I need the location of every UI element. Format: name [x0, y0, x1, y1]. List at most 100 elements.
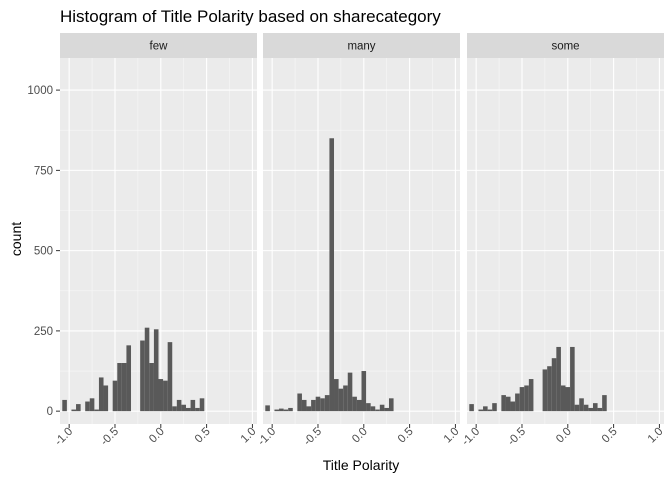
facet-strip-label: some — [551, 41, 579, 53]
x-tick-label: 0.5 — [193, 426, 213, 446]
facet-strip — [60, 33, 257, 58]
panel-few: few — [60, 33, 257, 424]
histogram-bar-many — [384, 407, 389, 412]
histogram-bar-some — [487, 409, 493, 412]
histogram-bar-few — [158, 379, 164, 412]
histogram-bar-few — [98, 377, 104, 412]
histogram-bar-many — [366, 403, 371, 412]
histogram-bar-few — [71, 409, 77, 412]
histogram-bar-few — [103, 385, 109, 412]
histogram-bar-many — [347, 372, 353, 412]
x-tick-label: 1.0 — [442, 426, 462, 446]
histogram-bar-few — [62, 399, 67, 412]
facet-panels: few many some — [60, 33, 664, 424]
histogram-bar-some — [542, 369, 548, 412]
x-tick-label: 0.5 — [396, 426, 416, 446]
histogram-bar-few — [185, 407, 191, 412]
histogram-bar-few — [94, 409, 99, 412]
x-tick-label: 0.5 — [600, 426, 620, 446]
histogram-bar-some — [492, 403, 497, 412]
histogram-bar-some — [602, 395, 607, 412]
histogram-bar-few — [140, 340, 145, 412]
x-axis-title: Title Polarity — [323, 457, 400, 473]
y-tick-label: 500 — [34, 246, 53, 258]
histogram-bar-many — [279, 408, 284, 412]
histogram-bar-many — [352, 396, 357, 412]
x-tick-label: -0.5 — [506, 426, 529, 449]
panel-background — [263, 58, 460, 424]
histogram-bar-few — [181, 404, 186, 412]
histogram-bar-some — [556, 346, 561, 412]
histogram-bar-some — [524, 385, 529, 412]
histogram-bar-some — [583, 404, 589, 412]
panel-many: many — [263, 33, 460, 424]
histogram-bar-many — [388, 398, 394, 412]
histogram-bar-some — [478, 409, 484, 412]
y-tick-label: 250 — [34, 326, 53, 338]
histogram-bar-many — [297, 393, 302, 412]
histogram-bar-some — [510, 401, 516, 412]
histogram-bar-many — [283, 409, 289, 412]
y-axis-title: count — [8, 222, 24, 256]
histogram-bar-few — [176, 399, 182, 412]
panel-background — [467, 58, 664, 424]
facet-strip-label: few — [150, 41, 169, 53]
histogram-bar-some — [519, 387, 525, 412]
histogram-bar-some — [565, 387, 571, 412]
y-tick-label: 1000 — [27, 85, 53, 97]
histogram-bar-many — [343, 385, 348, 412]
facet-strip-label: many — [347, 41, 375, 53]
histogram-bar-some — [505, 396, 511, 412]
histogram-bar-few — [117, 363, 122, 412]
histogram-bar-some — [570, 346, 575, 412]
histogram-bar-many — [320, 398, 325, 412]
histogram-bar-few — [76, 404, 81, 412]
histogram-bar-many — [306, 406, 312, 412]
x-tick-label: -0.5 — [302, 426, 325, 449]
histogram-bar-few — [167, 342, 173, 412]
histogram-bar-many — [301, 399, 307, 412]
histogram-bar-some — [483, 406, 488, 412]
histogram-bar-many — [379, 404, 385, 412]
histogram-bar-few — [112, 380, 118, 412]
y-axis: 0 250 500 750 1000 — [27, 85, 60, 418]
histogram-bar-few — [144, 327, 150, 412]
histogram-bar-some — [528, 379, 534, 412]
histogram-bar-many — [315, 396, 321, 412]
x-tick-label: 1.0 — [239, 426, 259, 446]
x-tick-label: 0.0 — [554, 426, 574, 446]
histogram-bar-many — [329, 138, 335, 412]
histogram-bar-some — [515, 393, 520, 412]
chart-title: Histogram of Title Polarity based on sha… — [60, 7, 441, 26]
facet-strip — [467, 33, 664, 58]
histogram-bar-some — [501, 395, 506, 412]
histogram-bar-few — [172, 406, 177, 412]
histogram-bar-few — [190, 399, 196, 412]
histogram-bar-few — [163, 380, 168, 412]
x-tick-label: 0.0 — [350, 426, 370, 446]
histogram-bar-many — [361, 371, 367, 412]
x-tick-label: 1.0 — [646, 426, 666, 446]
panel-some: some — [467, 33, 664, 424]
histogram-bar-some — [547, 366, 552, 412]
histogram-bar-some — [597, 407, 603, 412]
x-tick-label: -1.0 — [53, 426, 76, 449]
histogram-bar-many — [324, 395, 330, 412]
histogram-bar-many — [311, 399, 316, 412]
histogram-bar-many — [338, 388, 344, 412]
histogram-bar-some — [551, 358, 557, 412]
histogram-bar-few — [199, 398, 205, 412]
histogram-bar-many — [288, 407, 293, 412]
histogram-bar-few — [121, 363, 127, 412]
x-axes: -1.0 -0.5 0.0 0.5 1.0-1.0 -0.5 0.0 0.5 1.0-1.0 -0… — [53, 424, 666, 448]
histogram-bar-some — [579, 398, 584, 412]
y-tick-label: 750 — [34, 165, 53, 177]
histogram-bar-few — [195, 407, 200, 412]
histogram-bar-some — [588, 407, 593, 412]
histogram-bar-many — [356, 399, 362, 412]
facet-strip — [263, 33, 460, 58]
histogram-bar-many — [375, 409, 380, 412]
histogram-bar-many — [334, 379, 339, 412]
x-tick-label: 0.0 — [147, 426, 167, 446]
histogram-bar-few — [89, 398, 95, 412]
